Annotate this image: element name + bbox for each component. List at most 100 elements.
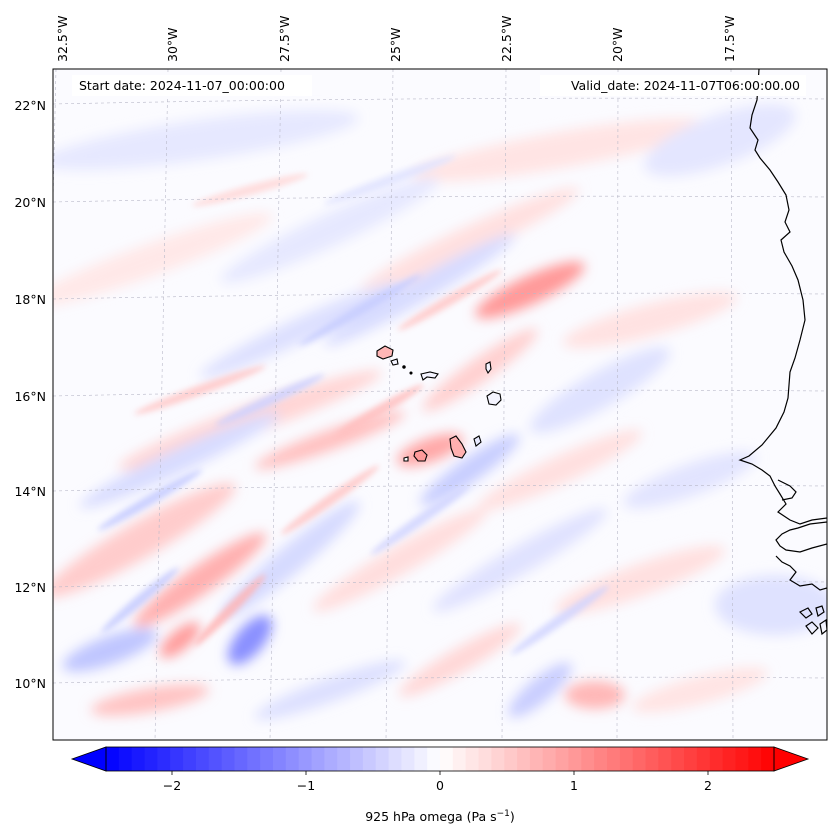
colorbar-segment <box>491 747 505 771</box>
lat-label-16n: 16°N <box>14 389 46 404</box>
coast-guinea <box>777 479 797 501</box>
colorbar-ticks <box>171 771 709 775</box>
colorbar-segments <box>106 747 775 771</box>
colorbar-segment <box>568 747 582 771</box>
lat-label-14n: 14°N <box>14 484 46 499</box>
colorbar-segment <box>645 747 659 771</box>
colorbar-segment <box>607 747 621 771</box>
colorbar-segment <box>748 747 762 771</box>
cbar-label-m1: −1 <box>297 778 315 793</box>
colorbar-segment <box>298 747 313 771</box>
colorbar-segment <box>671 747 685 771</box>
colorbar-segment <box>478 747 492 771</box>
colorbar-segment <box>208 747 223 771</box>
colorbar-segment <box>722 747 737 771</box>
map-panel: Start date: 2024-11-07_00:00:00 Valid_da… <box>52 68 828 741</box>
colorbar-segment <box>234 747 248 771</box>
colorbar-title-text: 925 hPa omega (Pa s <box>365 809 496 824</box>
cbar-label-2: 2 <box>704 778 712 793</box>
colorbar-segment <box>517 747 531 771</box>
colorbar-segment <box>555 747 570 771</box>
colorbar-segment <box>696 747 711 771</box>
meridian-25w <box>385 69 394 740</box>
parallel-10n <box>53 676 827 684</box>
islands-bijagos-3 <box>805 621 819 635</box>
colorbar-segment <box>504 747 518 771</box>
lon-label-22-5w: 22.5°W <box>499 16 514 62</box>
parallel-22n <box>53 97 827 105</box>
colorbar-segment <box>144 747 158 771</box>
colorbar-tick-labels: −2 −1 0 1 2 <box>163 778 712 793</box>
omega-field <box>53 103 827 720</box>
colorbar-segment <box>632 747 647 771</box>
longitude-labels: 32.5°W 30°W 27.5°W 25°W 22.5°W 20°W 17.5… <box>55 16 737 62</box>
lat-label-12n: 12°N <box>14 580 46 595</box>
colorbar-segment <box>221 747 236 771</box>
colorbar-segment <box>388 747 403 771</box>
colorbar-segment <box>427 747 441 771</box>
colorbar-segment <box>273 747 287 771</box>
colorbar-segment <box>375 747 390 771</box>
colorbar-title-exponent: −1 <box>497 809 510 819</box>
colorbar-segment <box>311 747 325 771</box>
coast-gambia-inlet <box>775 521 827 553</box>
islands-bijagos-1 <box>798 607 813 619</box>
cbar-label-m2: −2 <box>163 778 181 793</box>
lat-label-10n: 10°N <box>14 676 46 691</box>
colorbar-segment <box>337 747 351 771</box>
colorbar-segment <box>658 747 672 771</box>
island-sao-nicolau <box>420 371 439 381</box>
colorbar-title-close: ) <box>510 809 515 824</box>
island-sal <box>485 361 492 375</box>
lon-label-32-5w: 32.5°W <box>55 16 70 62</box>
colorbar-extend-low <box>70 746 107 772</box>
colorbar-segment <box>324 747 338 771</box>
island-boa-vista <box>486 391 502 406</box>
island-santiago <box>449 435 467 459</box>
parallel-20n <box>53 195 827 203</box>
colorbar-extend-high <box>773 746 810 772</box>
meridian-27-5w <box>269 69 282 740</box>
colorbar-segment <box>362 747 377 771</box>
colorbar-segment <box>735 747 749 771</box>
colorbar-segment <box>619 747 634 771</box>
map-frame <box>52 68 828 741</box>
colorbar-title: 925 hPa omega (Pa s−1) <box>365 809 515 824</box>
colorbar-segment <box>183 747 197 771</box>
colorbar-segment <box>350 747 364 771</box>
latitude-labels: 22°N 20°N 18°N 16°N 14°N 12°N 10°N <box>14 98 46 691</box>
colorbar-segment <box>260 747 274 771</box>
african-coastline <box>738 69 827 636</box>
parallel-18n <box>53 292 827 300</box>
colorbar-segment <box>195 747 210 771</box>
lat-label-18n: 18°N <box>14 292 46 307</box>
meridian-17-5w <box>730 69 734 740</box>
island-maio <box>473 435 482 447</box>
cbar-label-1: 1 <box>570 778 578 793</box>
colorbar-segment <box>170 747 184 771</box>
colorbar-segment <box>414 747 428 771</box>
valid-date-box <box>540 75 806 96</box>
lon-label-20w: 20°W <box>610 27 625 62</box>
colorbar-segment <box>581 747 595 771</box>
colorbar-segment <box>157 747 171 771</box>
colorbar-segment <box>401 747 415 771</box>
colorbar-segment <box>761 747 775 771</box>
omega-field-streaks <box>97 155 610 655</box>
islands-bijagos-2 <box>815 605 825 617</box>
colorbar-segment <box>529 747 544 771</box>
lat-label-20n: 20°N <box>14 195 46 210</box>
parallel-16n <box>53 389 827 397</box>
island-fogo <box>413 449 428 462</box>
colorbar-segment <box>709 747 724 771</box>
island-sao-vicente <box>390 358 399 366</box>
lat-label-22n: 22°N <box>14 98 46 113</box>
colorbar-segment <box>542 747 557 771</box>
island-santa-luzia <box>402 365 406 369</box>
coast-guinea-bissau <box>775 555 827 591</box>
island-santo-antao <box>376 345 394 360</box>
island-brava <box>403 456 409 462</box>
colorbar-segment <box>118 747 133 771</box>
colorbar-segment <box>594 747 608 771</box>
